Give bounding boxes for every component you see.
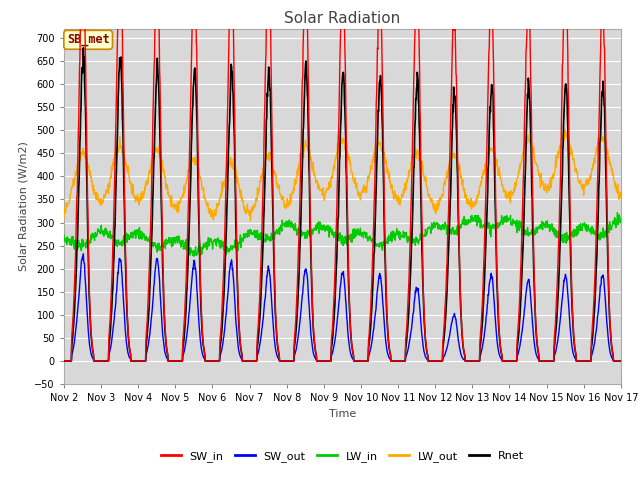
Title: Solar Radiation: Solar Radiation bbox=[284, 11, 401, 26]
Text: SB_met: SB_met bbox=[67, 33, 109, 47]
X-axis label: Time: Time bbox=[329, 408, 356, 419]
Legend: SW_in, SW_out, LW_in, LW_out, Rnet: SW_in, SW_out, LW_in, LW_out, Rnet bbox=[156, 446, 529, 466]
Y-axis label: Solar Radiation (W/m2): Solar Radiation (W/m2) bbox=[19, 142, 29, 271]
